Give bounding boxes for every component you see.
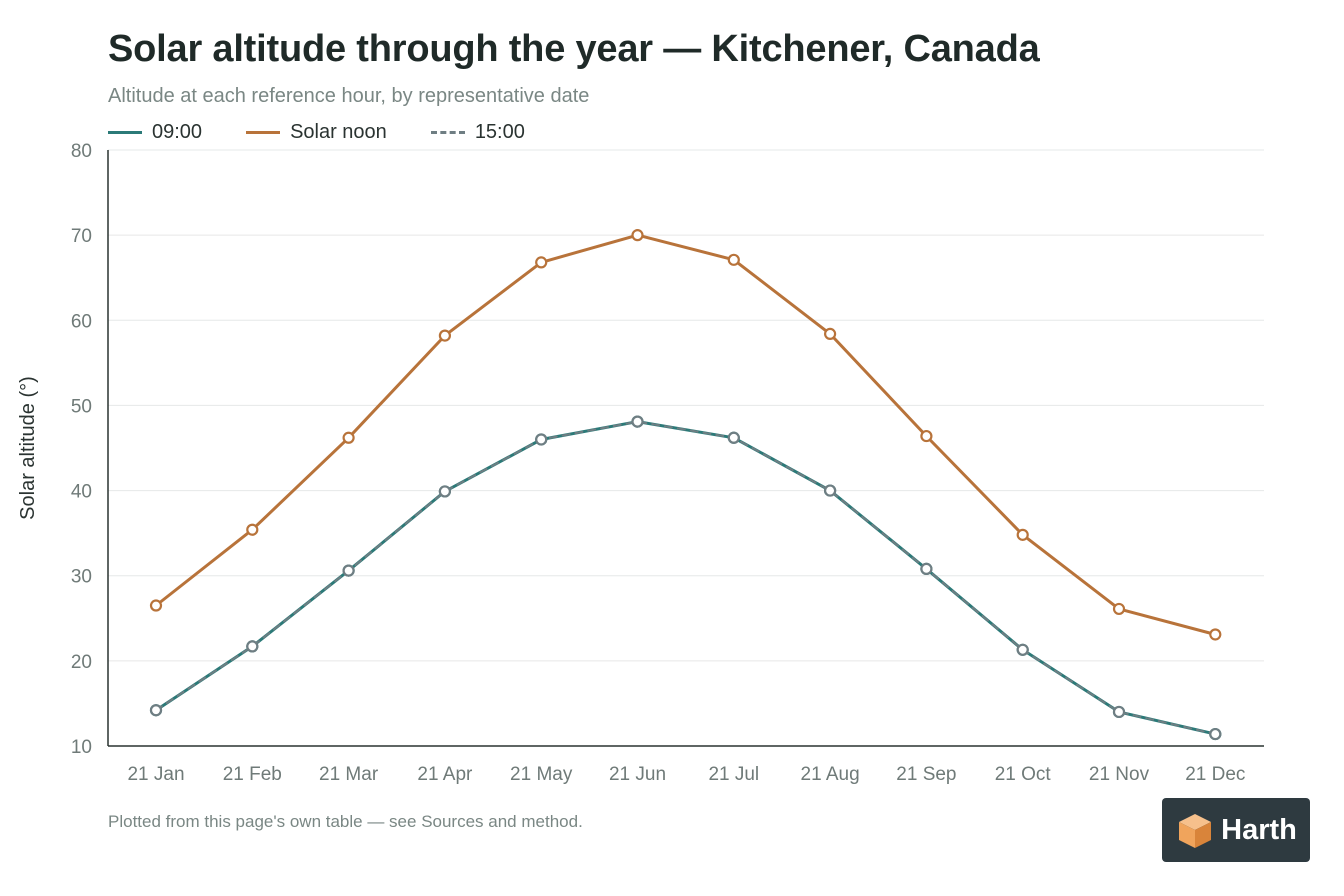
- data-point: [823, 327, 837, 341]
- series-15-00: [149, 415, 1222, 741]
- x-tick-label: 21 Apr: [417, 764, 473, 785]
- data-point: [438, 485, 451, 498]
- data-point: [1209, 727, 1222, 741]
- x-tick-label: 21 Jun: [609, 764, 666, 785]
- data-point: [631, 229, 644, 242]
- legend-swatch-0900: [108, 130, 142, 134]
- data-point: [727, 253, 740, 266]
- series-09-00: [149, 415, 1222, 741]
- data-point: [631, 415, 644, 428]
- series-line: [154, 233, 1217, 636]
- data-point: [535, 256, 548, 269]
- y-tick-label: 10: [71, 737, 92, 758]
- x-tick-label: 21 May: [510, 764, 573, 785]
- data-point: [246, 523, 259, 536]
- harth-logo: Harth: [1162, 798, 1310, 862]
- series: [149, 229, 1222, 741]
- y-tick-labels: 10 20 30 40 50 60 70 80: [71, 141, 92, 758]
- chart-subtitle: Altitude at each reference hour, by repr…: [108, 85, 590, 107]
- data-point: [1112, 602, 1126, 616]
- legend-item-1500: 15:00: [430, 120, 525, 144]
- x-tick-label: 21 Jul: [708, 764, 759, 785]
- legend-item-solar-noon: Solar noon: [246, 121, 387, 144]
- legend-swatch-solar-noon: [246, 130, 281, 134]
- data-point: [438, 329, 451, 342]
- y-axis-label: Solar altitude (°): [17, 376, 39, 520]
- x-tick-label: 21 Feb: [223, 764, 282, 785]
- data-point: [535, 433, 548, 446]
- gridlines: [108, 149, 1264, 662]
- legend-item-0900: 09:00: [108, 121, 202, 144]
- logo-text: Harth: [1221, 813, 1297, 846]
- footnote: Plotted from this page's own table — see…: [108, 812, 583, 831]
- data-point: [920, 429, 933, 443]
- harth-cube-logo-icon: [1179, 814, 1212, 848]
- data-point: [246, 640, 259, 653]
- x-tick-label: 21 Dec: [1185, 764, 1245, 785]
- data-point: [1016, 528, 1029, 541]
- data-point: [1209, 628, 1222, 641]
- y-tick-label: 30: [71, 567, 92, 588]
- legend-label-1500: 15:00: [474, 120, 525, 143]
- legend-label-solar-noon: Solar noon: [290, 120, 387, 143]
- y-tick-label: 80: [71, 141, 92, 162]
- line-chart: 10 20 30 40 50 60 70 80 21 Jan 21 Feb 21 Mar 21 Ap…: [17, 141, 1264, 785]
- data-point: [342, 564, 355, 577]
- y-tick-label: 70: [71, 226, 92, 247]
- data-point: [1112, 705, 1126, 719]
- legend-swatch-1500: [430, 130, 465, 134]
- legend-label-0900: 09:00: [152, 120, 203, 143]
- data-point: [342, 431, 355, 444]
- x-tick-label: 21 Aug: [801, 764, 860, 785]
- data-point: [1016, 643, 1029, 656]
- chart-title: Solar altitude through the year — Kitche…: [108, 28, 1040, 70]
- data-point: [727, 431, 740, 444]
- x-tick-labels: 21 Jan 21 Feb 21 Mar 21 Apr 21 May 21 Jun 21 J…: [127, 764, 1245, 785]
- data-point: [149, 599, 163, 612]
- x-tick-label: 21 Oct: [995, 764, 1052, 785]
- y-tick-label: 60: [71, 311, 92, 332]
- y-tick-label: 40: [71, 482, 92, 503]
- data-point: [149, 704, 163, 717]
- data-point: [920, 562, 933, 576]
- x-tick-label: 21 Sep: [896, 764, 956, 785]
- axes: [107, 150, 1264, 747]
- x-tick-label: 21 Jan: [127, 764, 184, 785]
- series-solar-noon: [149, 229, 1222, 641]
- series-line: [155, 420, 1217, 736]
- x-tick-label: 21 Mar: [319, 764, 379, 785]
- y-tick-label: 20: [71, 652, 92, 673]
- data-point: [823, 484, 837, 497]
- chart-legend: 09:00 Solar noon 15:00: [108, 119, 569, 145]
- y-tick-label: 50: [71, 396, 92, 417]
- x-tick-label: 21 Nov: [1089, 764, 1150, 785]
